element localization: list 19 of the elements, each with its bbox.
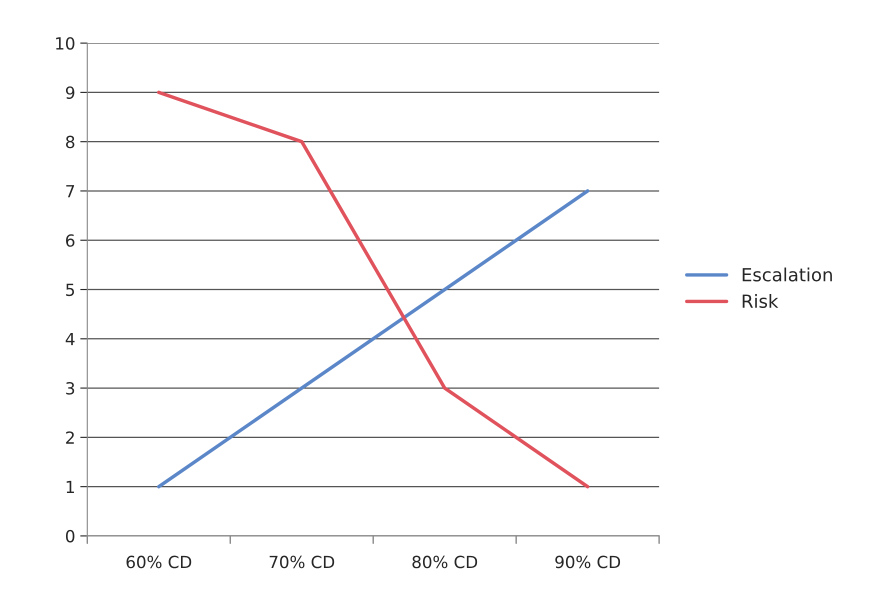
- x-tick-label: 70% CD: [270, 556, 334, 568]
- y-tick-label: 0: [66, 530, 74, 542]
- y-tick-label: 3: [66, 382, 74, 395]
- y-tick-label: 2: [66, 431, 74, 444]
- y-tick-label: 1: [66, 480, 74, 493]
- y-tick-label: 10: [56, 37, 74, 50]
- y-tick-label: 5: [66, 284, 74, 296]
- x-tick-label: 90% CD: [555, 556, 620, 568]
- y-tick-label: 9: [66, 86, 74, 99]
- y-tick-label: 4: [66, 332, 75, 346]
- legend-label: Escalation: [742, 268, 832, 282]
- y-tick-label: 6: [66, 234, 74, 247]
- line-series: [157, 189, 590, 488]
- y-tick-label: 8: [66, 136, 74, 148]
- x-tick-label: 80% CD: [412, 556, 478, 568]
- line-series: [157, 90, 590, 488]
- y-tick-label: 7: [66, 185, 74, 198]
- x-tick-label: 60% CD: [126, 556, 192, 568]
- legend-label: Risk: [742, 294, 778, 308]
